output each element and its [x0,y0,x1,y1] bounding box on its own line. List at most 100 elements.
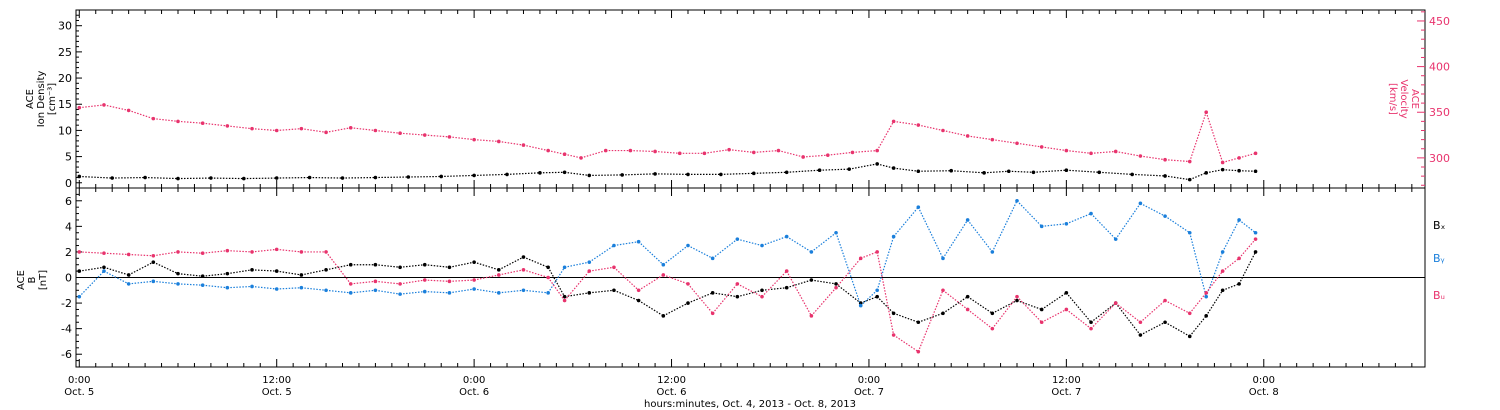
bz-segment [1189,292,1207,314]
density-axis-label-line-1: ACE [25,89,36,109]
bx-segment [1189,315,1207,337]
density-point [587,173,592,178]
velocity-point [1253,151,1258,156]
velocity-series-group [77,103,1258,165]
by-point [1015,198,1019,203]
density-point [242,176,246,181]
bz-series-group [77,237,1258,354]
bx-segment [498,256,524,271]
by-segment [991,200,1018,253]
velocity-segment [79,104,105,109]
by-point [250,284,254,289]
velocity-segment [128,109,154,120]
by-point [200,283,205,287]
bz-segment [375,280,401,285]
bx-point [521,255,526,259]
by-segment [662,245,689,266]
bx-point [398,265,402,270]
bz-segment [712,283,738,314]
by-point [636,239,641,244]
field-axis-label-line-2: B [27,276,38,283]
velocity-axis-ticks: 300 350 400 450 [1417,11,1450,186]
density-segment [506,172,540,175]
density-segment [589,174,623,177]
bz-point [1220,269,1225,273]
by-point [77,294,82,299]
by-segment [1140,202,1166,217]
bx-segment [761,287,787,291]
by-point [151,279,156,284]
bx-segment [1115,302,1141,336]
bz-point [710,311,715,316]
bx-point [1064,291,1069,295]
by-point [447,291,452,295]
velocity-segment [918,124,944,132]
by-segment [1066,213,1092,225]
bz-segment [251,248,277,253]
velocity-segment [942,129,968,137]
velocity-point [727,147,731,152]
density-axis-label-line-3: [cm⁻³] [47,83,58,115]
bx-point [299,273,304,277]
density-segment [474,173,508,177]
velocity-point [965,134,970,138]
density-segment [1099,171,1133,175]
density-point [875,162,879,166]
velocity-segment [630,149,656,153]
bx-segment [876,296,895,314]
bx-point [612,288,616,293]
bz-segment [424,279,450,282]
velocity-point [1237,156,1241,160]
bx-segment [227,269,253,275]
velocity-segment [893,120,919,126]
by-point [1187,230,1192,235]
bx-point [1204,314,1208,318]
density-segment [145,176,179,180]
bz-point [612,265,616,270]
bx-segment [613,289,639,302]
by-point [735,237,740,241]
bz-segment [79,251,104,254]
by-segment [1238,219,1256,234]
velocity-point [1204,110,1208,115]
by-segment [564,261,590,268]
bx-segment [202,273,228,277]
velocity-point [126,108,131,113]
bz-segment [835,257,862,289]
velocity-point [1187,159,1192,164]
by-segment [1090,213,1117,240]
velocity-point [373,128,378,133]
bx-segment [786,279,812,289]
by-segment [547,266,566,294]
bz-segment [1041,308,1067,323]
x-tick-label-time: 0:00 [68,375,90,386]
velocity-point [776,148,781,153]
by-segment [1041,223,1067,227]
bx-point [990,311,995,316]
velocity-point [102,103,106,107]
bx-segment [400,264,425,268]
by-point [102,269,106,273]
bz-point [916,349,921,354]
density-series-group [77,162,1258,182]
velocity-point [274,128,279,133]
bz-point [1064,307,1069,312]
bx-segment [177,273,203,277]
density-axis-ticks: 0 5 10 15 20 25 30 [58,9,82,190]
bz-segment [325,251,352,285]
velocity-point [348,125,353,130]
density-segment [276,176,310,179]
velocity-point [1220,160,1225,165]
bz-point [521,268,526,272]
bx-segment [449,261,475,268]
bx-segment [638,300,664,317]
bx-segment [1090,302,1117,323]
density-segment [112,176,146,179]
density-segment [375,176,409,179]
by-segment [687,245,713,259]
bz-point [891,333,896,337]
velocity-axis-label-line-2: Velocity [1398,79,1409,118]
by-segment [761,236,787,247]
velocity-tick-label: 450 [1429,15,1450,28]
